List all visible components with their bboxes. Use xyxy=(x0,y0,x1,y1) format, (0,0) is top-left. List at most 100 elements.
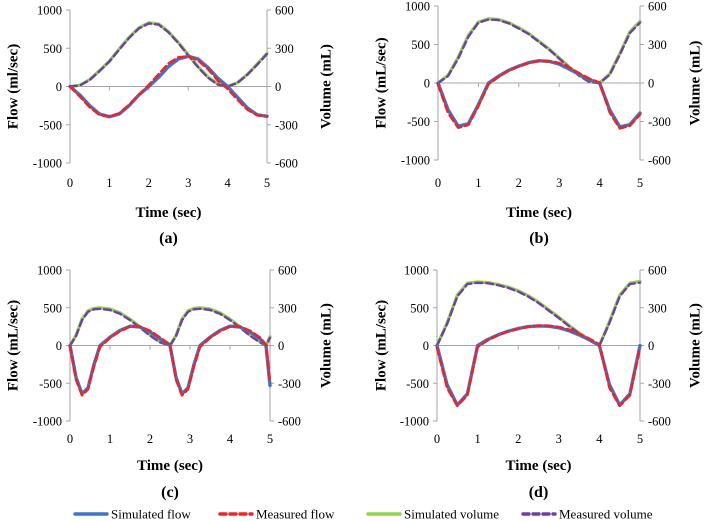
y-tick-label: 1000 xyxy=(37,4,62,18)
y2-tick-label: -600 xyxy=(648,154,671,168)
x-tick-label: 2 xyxy=(515,432,521,446)
y-tick-label: -500 xyxy=(39,377,62,391)
y2-tick-label: 0 xyxy=(648,339,654,353)
y2-tick-label: -300 xyxy=(648,115,671,129)
y-axis-title: Flow (mL/sec) xyxy=(5,300,21,391)
legend-label: Simulated flow xyxy=(111,507,191,521)
x-tick-label: 1 xyxy=(474,432,480,446)
y-axis-title: Flow (mL/sec) xyxy=(373,37,389,128)
x-tick-label: 4 xyxy=(596,432,603,446)
y-tick-label: 500 xyxy=(43,301,62,315)
y2-tick-label: 300 xyxy=(648,301,667,315)
x-tick-label: 2 xyxy=(147,432,153,446)
y2-axis-title: Volume (mL) xyxy=(687,41,703,126)
x-tick-label: 0 xyxy=(434,432,440,446)
y2-axis-title: Volume (mL) xyxy=(318,44,334,129)
x-tick-label: 1 xyxy=(106,176,112,190)
y2-tick-label: 600 xyxy=(648,0,667,14)
y2-tick-label: 300 xyxy=(275,42,294,56)
x-tick-label: 5 xyxy=(637,432,643,446)
series-measured-flow xyxy=(68,325,272,397)
y-tick-label: -500 xyxy=(39,118,62,132)
y2-tick-label: 600 xyxy=(278,264,297,278)
x-tick-label: 2 xyxy=(146,176,152,190)
y2-axis-title: Volume (mL) xyxy=(318,303,334,388)
legend-label: Measured flow xyxy=(256,507,335,521)
series-measured-flow xyxy=(435,324,642,408)
y-tick-label: 0 xyxy=(424,77,430,91)
y-axis-title: Flow (ml/sec) xyxy=(5,44,21,129)
y2-tick-label: -300 xyxy=(275,118,298,132)
panel-label: (c) xyxy=(161,484,179,501)
x-tick-label: 0 xyxy=(67,176,73,190)
series-measured-volume xyxy=(436,18,642,85)
y2-tick-label: 0 xyxy=(648,77,654,91)
y2-tick-label: 600 xyxy=(275,4,294,18)
x-tick-label: 0 xyxy=(435,176,441,190)
y-tick-label: -1000 xyxy=(401,154,430,168)
legend-label: Simulated volume xyxy=(404,507,499,521)
chart-panel-d: 1000 500 0 -500 -1000 600 300 0 -300 -600 0 1 2 3 4 5 Fl… xyxy=(373,264,703,502)
y-tick-label: 0 xyxy=(56,339,62,353)
y2-tick-label: -600 xyxy=(648,415,671,429)
legend: Simulated flow Measured flow Simulated vol… xyxy=(73,507,653,521)
x-tick-label: 3 xyxy=(185,176,191,190)
x-tick-label: 1 xyxy=(475,176,481,190)
y2-tick-label: 600 xyxy=(648,264,667,278)
y-tick-label: 1000 xyxy=(404,264,429,278)
y2-tick-label: 300 xyxy=(648,38,667,52)
x-tick-label: 4 xyxy=(596,176,603,190)
series-simulated-volume xyxy=(436,17,642,85)
y2-tick-label: 0 xyxy=(275,80,281,94)
y-tick-label: -1000 xyxy=(33,157,62,171)
x-tick-label: 5 xyxy=(637,176,643,190)
x-axis-title: Time (sec) xyxy=(506,458,572,474)
y2-tick-label: -600 xyxy=(275,157,298,171)
series-measured-volume xyxy=(435,281,642,347)
chart-panel-c: 1000 500 0 -500 -1000 600 300 0 -300 -600 0 1 2 3 4 5 Fl… xyxy=(5,264,334,502)
panel-label: (b) xyxy=(529,230,549,247)
y2-tick-label: -600 xyxy=(278,415,301,429)
x-tick-label: 4 xyxy=(224,176,231,190)
x-tick-label: 3 xyxy=(556,432,562,446)
x-tick-label: 3 xyxy=(556,176,562,190)
y-tick-label: -1000 xyxy=(33,415,62,429)
y2-tick-label: 0 xyxy=(278,339,284,353)
x-tick-label: 5 xyxy=(264,176,270,190)
y2-axis-title: Volume (mL) xyxy=(687,303,703,388)
y-axis-title: Flow (mL/sec) xyxy=(373,300,389,391)
y-tick-label: 500 xyxy=(410,301,429,315)
y-tick-label: 500 xyxy=(43,42,62,56)
y-tick-label: -500 xyxy=(407,115,430,129)
x-tick-label: 1 xyxy=(107,432,113,446)
x-tick-label: 5 xyxy=(267,432,273,446)
series-measured-volume xyxy=(68,22,269,88)
x-tick-label: 2 xyxy=(516,176,522,190)
x-tick-label: 3 xyxy=(187,432,193,446)
chart-panel-b: 1000 500 0 -500 -1000 600 300 0 -300 -600 0 1 2 3 4 5 Fl… xyxy=(373,0,703,247)
y-tick-label: 1000 xyxy=(37,264,62,278)
x-axis-title: Time (sec) xyxy=(506,205,572,221)
x-tick-label: 0 xyxy=(67,432,73,446)
y-tick-label: 0 xyxy=(56,80,62,94)
x-axis-title: Time (sec) xyxy=(136,205,202,221)
y-tick-label: 500 xyxy=(411,38,430,52)
legend-label: Measured volume xyxy=(559,507,653,521)
chart-panel-a: 1000 500 0 -500 -1000 600 300 0 -300 -600 0 1 2 3 4 5 Fl… xyxy=(5,4,334,248)
y2-tick-label: -300 xyxy=(278,377,301,391)
series-measured-flow xyxy=(436,59,642,130)
series-simulated-flow xyxy=(68,324,272,396)
y-tick-label: -500 xyxy=(406,377,429,391)
y2-tick-label: 300 xyxy=(278,301,297,315)
y-tick-label: 1000 xyxy=(405,0,430,14)
y-tick-label: -1000 xyxy=(400,415,429,429)
panel-label: (d) xyxy=(529,484,549,501)
series-simulated-volume xyxy=(435,279,642,348)
x-axis-title: Time (sec) xyxy=(137,458,203,474)
panel-label: (a) xyxy=(159,230,178,247)
y2-tick-label: -300 xyxy=(648,377,671,391)
series-measured-flow xyxy=(68,54,269,118)
x-tick-label: 4 xyxy=(227,432,234,446)
y-tick-label: 0 xyxy=(423,339,429,353)
